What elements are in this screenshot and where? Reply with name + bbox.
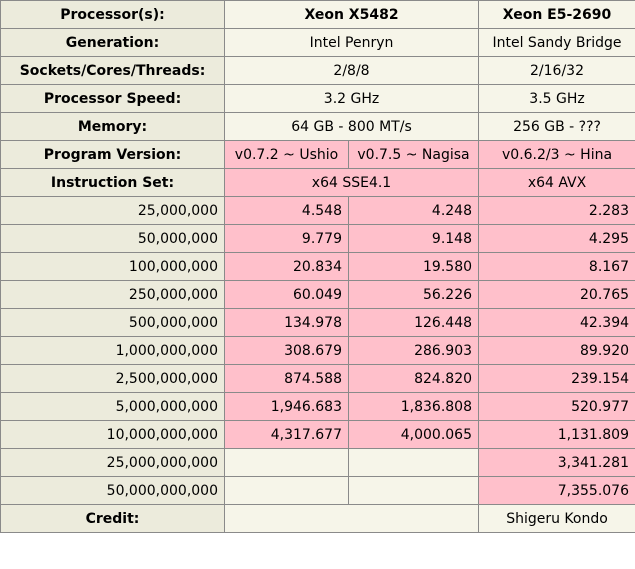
- digits-label: 250,000,000: [0, 280, 225, 309]
- time-cpu-a-v075: 9.148: [347, 224, 480, 253]
- info-value-cpu-b: 256 GB - ???: [478, 112, 635, 141]
- time-cpu-a-v075: 56.226: [347, 280, 480, 309]
- result-row: 25,000,000 4.548 4.248 2.283: [0, 196, 635, 225]
- digits-label: 100,000,000: [0, 252, 225, 281]
- program-version-a2: v0.7.5 ~ Nagisa: [347, 140, 480, 169]
- result-row: 50,000,000,000 7,355.076: [0, 476, 635, 505]
- info-value-cpu-a: 64 GB - 800 MT/s: [223, 112, 480, 141]
- info-value-cpu-b: Intel Sandy Bridge: [478, 28, 635, 57]
- result-row: 50,000,000 9.779 9.148 4.295: [0, 224, 635, 253]
- info-value-cpu-b: 3.5 GHz: [478, 84, 635, 113]
- result-row: 2,500,000,000 874.588 824.820 239.154: [0, 364, 635, 393]
- instruction-set-row: Instruction Set: x64 SSE4.1 x64 AVX: [0, 168, 635, 197]
- info-value-cpu-a: 3.2 GHz: [223, 84, 480, 113]
- time-cpu-a-v072: 874.588: [224, 364, 349, 393]
- time-cpu-a-v072: 1,946.683: [224, 392, 349, 421]
- result-row: 500,000,000 134.978 126.448 42.394: [0, 308, 635, 337]
- time-cpu-a-v072: 4.548: [224, 196, 349, 225]
- time-cpu-b: 7,355.076: [478, 476, 635, 505]
- info-label: Memory:: [0, 112, 225, 141]
- header-row: Processor(s): Xeon X5482 Xeon E5-2690: [0, 0, 635, 29]
- program-version-b: v0.6.2/3 ~ Hina: [478, 140, 635, 169]
- info-row: Processor Speed: 3.2 GHz 3.5 GHz: [0, 84, 635, 113]
- digits-label: 2,500,000,000: [0, 364, 225, 393]
- credit-row: Credit: Shigeru Kondo: [0, 504, 635, 533]
- digits-label: 10,000,000,000: [0, 420, 225, 449]
- digits-label: 5,000,000,000: [0, 392, 225, 421]
- info-row: Sockets/Cores/Threads: 2/8/8 2/16/32: [0, 56, 635, 85]
- cpu-b-name: Xeon E5-2690: [478, 0, 635, 29]
- time-cpu-a-v075: [347, 448, 480, 477]
- time-cpu-a-v075: 4,000.065: [347, 420, 480, 449]
- info-value-cpu-a: 2/8/8: [223, 56, 480, 85]
- time-cpu-b: 20.765: [478, 280, 635, 309]
- time-cpu-a-v072: 134.978: [224, 308, 349, 337]
- result-row: 1,000,000,000 308.679 286.903 89.920: [0, 336, 635, 365]
- time-cpu-b: 42.394: [478, 308, 635, 337]
- time-cpu-a-v072: 20.834: [224, 252, 349, 281]
- time-cpu-b: 520.977: [478, 392, 635, 421]
- instruction-set-label: Instruction Set:: [0, 168, 225, 197]
- time-cpu-a-v075: 126.448: [347, 308, 480, 337]
- result-row: 5,000,000,000 1,946.683 1,836.808 520.977: [0, 392, 635, 421]
- time-cpu-b: 239.154: [478, 364, 635, 393]
- time-cpu-a-v075: 4.248: [347, 196, 480, 225]
- result-row: 25,000,000,000 3,341.281: [0, 448, 635, 477]
- time-cpu-a-v072: 308.679: [224, 336, 349, 365]
- program-version-row: Program Version: v0.7.2 ~ Ushio v0.7.5 ~ N…: [0, 140, 635, 169]
- digits-label: 50,000,000,000: [0, 476, 225, 505]
- credit-cpu-a: [223, 504, 480, 533]
- digits-label: 500,000,000: [0, 308, 225, 337]
- time-cpu-a-v072: [224, 448, 349, 477]
- instruction-set-cpu-b: x64 AVX: [478, 168, 635, 197]
- info-value-cpu-b: 2/16/32: [478, 56, 635, 85]
- time-cpu-a-v075: 19.580: [347, 252, 480, 281]
- time-cpu-b: 8.167: [478, 252, 635, 281]
- credit-cpu-b: Shigeru Kondo: [478, 504, 635, 533]
- cpu-a-name: Xeon X5482: [223, 0, 480, 29]
- digits-label: 25,000,000: [0, 196, 225, 225]
- program-version-a1: v0.7.2 ~ Ushio: [224, 140, 349, 169]
- time-cpu-b: 89.920: [478, 336, 635, 365]
- info-row: Generation: Intel Penryn Intel Sandy Bridg…: [0, 28, 635, 57]
- time-cpu-b: 1,131.809: [478, 420, 635, 449]
- digits-label: 1,000,000,000: [0, 336, 225, 365]
- instruction-set-cpu-a: x64 SSE4.1: [223, 168, 480, 197]
- result-row: 100,000,000 20.834 19.580 8.167: [0, 252, 635, 281]
- credit-label: Credit:: [0, 504, 225, 533]
- time-cpu-a-v075: 286.903: [347, 336, 480, 365]
- info-row: Memory: 64 GB - 800 MT/s 256 GB - ???: [0, 112, 635, 141]
- info-label: Generation:: [0, 28, 225, 57]
- digits-label: 50,000,000: [0, 224, 225, 253]
- time-cpu-a-v072: 9.779: [224, 224, 349, 253]
- info-label: Sockets/Cores/Threads:: [0, 56, 225, 85]
- time-cpu-a-v072: 60.049: [224, 280, 349, 309]
- benchmark-table: Processor(s): Xeon X5482 Xeon E5-2690 Ge…: [0, 0, 635, 533]
- result-row: 10,000,000,000 4,317.677 4,000.065 1,131.80…: [0, 420, 635, 449]
- program-version-label: Program Version:: [0, 140, 225, 169]
- time-cpu-b: 3,341.281: [478, 448, 635, 477]
- time-cpu-a-v072: [224, 476, 349, 505]
- result-row: 250,000,000 60.049 56.226 20.765: [0, 280, 635, 309]
- digits-label: 25,000,000,000: [0, 448, 225, 477]
- time-cpu-b: 2.283: [478, 196, 635, 225]
- time-cpu-a-v075: 824.820: [347, 364, 480, 393]
- time-cpu-a-v075: 1,836.808: [347, 392, 480, 421]
- info-value-cpu-a: Intel Penryn: [223, 28, 480, 57]
- time-cpu-b: 4.295: [478, 224, 635, 253]
- info-label: Processor Speed:: [0, 84, 225, 113]
- time-cpu-a-v072: 4,317.677: [224, 420, 349, 449]
- header-label: Processor(s):: [0, 0, 225, 29]
- time-cpu-a-v075: [347, 476, 480, 505]
